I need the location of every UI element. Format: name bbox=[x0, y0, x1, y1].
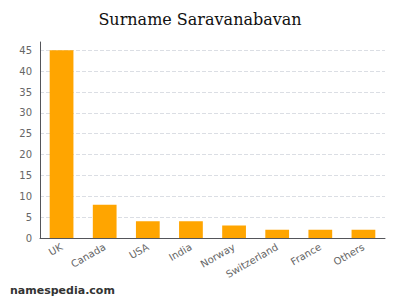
svg-text:40: 40 bbox=[19, 66, 32, 77]
svg-text:Norway: Norway bbox=[198, 241, 237, 270]
svg-text:USA: USA bbox=[127, 241, 151, 261]
svg-text:India: India bbox=[167, 241, 194, 263]
svg-text:35: 35 bbox=[19, 87, 32, 98]
svg-text:Others: Others bbox=[332, 241, 367, 267]
svg-text:namespedia.com: namespedia.com bbox=[10, 284, 115, 297]
svg-text:20: 20 bbox=[19, 149, 32, 160]
svg-text:France: France bbox=[289, 241, 323, 267]
svg-text:0: 0 bbox=[26, 233, 32, 244]
svg-text:25: 25 bbox=[19, 128, 32, 139]
svg-text:Switzerland: Switzerland bbox=[224, 241, 280, 280]
svg-text:Canada: Canada bbox=[69, 241, 107, 270]
svg-text:15: 15 bbox=[19, 170, 32, 181]
svg-text:5: 5 bbox=[26, 212, 32, 223]
svg-text:UK: UK bbox=[47, 241, 65, 258]
svg-text:Surname Saravanabavan: Surname Saravanabavan bbox=[98, 10, 301, 29]
svg-text:10: 10 bbox=[19, 191, 32, 202]
svg-text:45: 45 bbox=[19, 45, 32, 56]
svg-text:30: 30 bbox=[19, 107, 32, 118]
